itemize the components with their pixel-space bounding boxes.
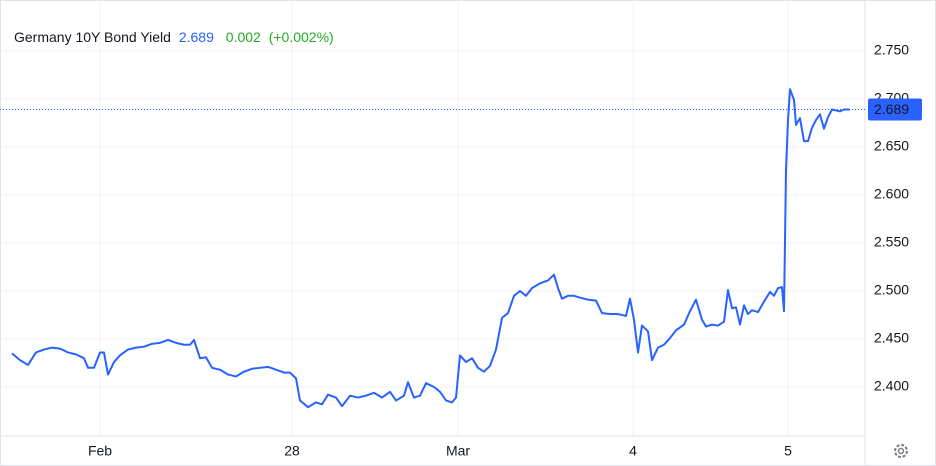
gear[interactable] — [894, 444, 908, 458]
chart-title: Germany 10Y Bond Yield — [14, 29, 171, 45]
y-tick-label: 2.550 — [874, 234, 909, 250]
settings-icon[interactable] — [894, 444, 908, 458]
y-tick-label: 2.650 — [874, 138, 909, 154]
price-line — [11, 88, 850, 409]
y-tick-label: 2.500 — [874, 282, 909, 298]
x-tick-label: Feb — [88, 443, 112, 459]
y-tick-label: 2.750 — [874, 42, 909, 58]
x-tick-label: 28 — [284, 443, 300, 459]
x-tick-label: 4 — [629, 443, 637, 459]
change: 0.002 — [226, 29, 261, 45]
y-tick-label: 2.600 — [874, 186, 909, 202]
grid — [0, 0, 865, 436]
y-tick-label: 2.450 — [874, 330, 909, 346]
y-tick-label: 2.400 — [874, 378, 909, 394]
plot — [0, 88, 865, 409]
gear-hub[interactable] — [897, 447, 905, 455]
x-tick-label: 5 — [784, 443, 792, 459]
change-percent: (+0.002%) — [269, 29, 334, 45]
header: Germany 10Y Bond Yield 2.689 0.002 (+0.0… — [14, 29, 334, 45]
last-price-box — [868, 98, 922, 121]
x-tick-label: Mar — [446, 443, 470, 459]
last-price-label: 2.689 — [874, 101, 909, 117]
price: 2.689 — [179, 29, 214, 45]
